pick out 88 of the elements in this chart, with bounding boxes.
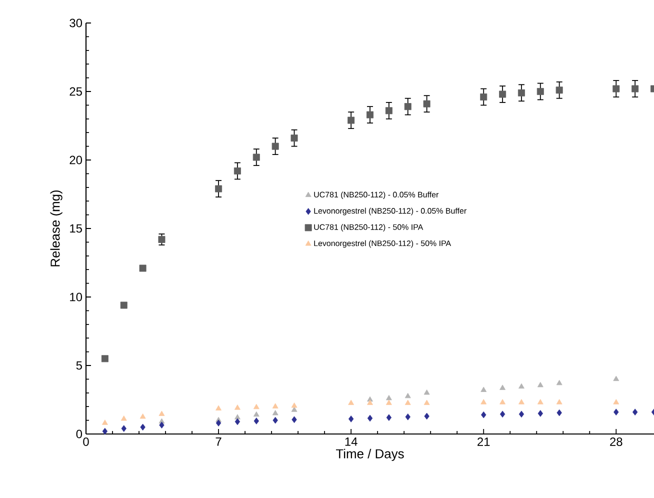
point <box>216 420 222 426</box>
point <box>537 399 544 404</box>
point <box>102 428 108 435</box>
point <box>480 399 487 404</box>
point <box>101 355 108 362</box>
point <box>518 89 525 96</box>
point <box>348 416 354 422</box>
point <box>367 400 373 405</box>
y-tick-label: 5 <box>76 361 82 370</box>
point <box>480 386 487 392</box>
point <box>253 411 260 417</box>
point <box>120 416 127 421</box>
point <box>366 111 374 118</box>
point <box>386 414 392 421</box>
point <box>121 425 126 432</box>
point <box>215 185 222 192</box>
y-tick-label: 0 <box>76 430 82 438</box>
point <box>423 100 430 108</box>
point <box>424 390 430 395</box>
x-tick-label: 0 <box>83 438 89 446</box>
point <box>290 134 298 142</box>
x-axis-title: Time / Days <box>336 448 404 461</box>
point <box>234 414 240 420</box>
point <box>272 416 278 424</box>
point <box>367 414 373 422</box>
point <box>253 404 260 410</box>
point <box>613 399 620 404</box>
point <box>272 142 279 150</box>
point <box>158 410 165 416</box>
point <box>120 302 128 309</box>
y-tick-label: 20 <box>70 156 82 164</box>
point <box>556 86 563 94</box>
point <box>272 403 278 408</box>
point <box>499 90 506 98</box>
point <box>292 416 297 424</box>
point <box>500 410 506 418</box>
point <box>385 107 392 114</box>
y-tick-label: 25 <box>70 87 82 96</box>
point <box>614 408 619 416</box>
point <box>538 410 543 417</box>
point <box>480 93 488 100</box>
point <box>272 410 278 416</box>
point <box>254 418 259 424</box>
point <box>613 376 620 381</box>
point <box>140 424 146 431</box>
point <box>537 382 544 388</box>
point <box>556 380 562 386</box>
point <box>404 103 412 110</box>
point <box>518 410 524 418</box>
point <box>348 400 354 405</box>
point <box>252 154 260 161</box>
point <box>404 400 411 405</box>
y-tick-label: 30 <box>70 18 82 28</box>
x-tick-label: 28 <box>610 438 622 446</box>
x-tick-label: 7 <box>216 438 222 446</box>
point <box>234 418 240 426</box>
x-tick-label: 21 <box>478 438 490 446</box>
point <box>500 399 506 404</box>
point <box>424 412 430 420</box>
point <box>632 408 638 416</box>
y-tick-label: 10 <box>70 292 82 302</box>
y-tick-label: 15 <box>70 224 82 233</box>
x-tick-label: 14 <box>345 438 358 446</box>
point <box>556 409 562 416</box>
point <box>102 420 108 425</box>
point <box>536 88 544 95</box>
y-axis-title: Release (mg) <box>50 190 62 266</box>
point <box>405 413 410 420</box>
point <box>140 413 146 419</box>
point <box>404 392 411 398</box>
point <box>632 85 639 92</box>
point <box>612 85 620 92</box>
point <box>481 411 486 418</box>
point <box>556 399 562 404</box>
point <box>386 400 392 405</box>
point <box>348 116 355 124</box>
point <box>291 402 298 408</box>
point <box>424 400 430 405</box>
point <box>159 422 164 428</box>
point <box>386 394 392 400</box>
point <box>139 264 146 272</box>
point <box>158 236 166 243</box>
point <box>500 384 506 390</box>
point <box>234 404 240 410</box>
point <box>234 167 241 174</box>
point <box>216 405 222 410</box>
point <box>518 399 524 404</box>
point <box>518 383 524 389</box>
